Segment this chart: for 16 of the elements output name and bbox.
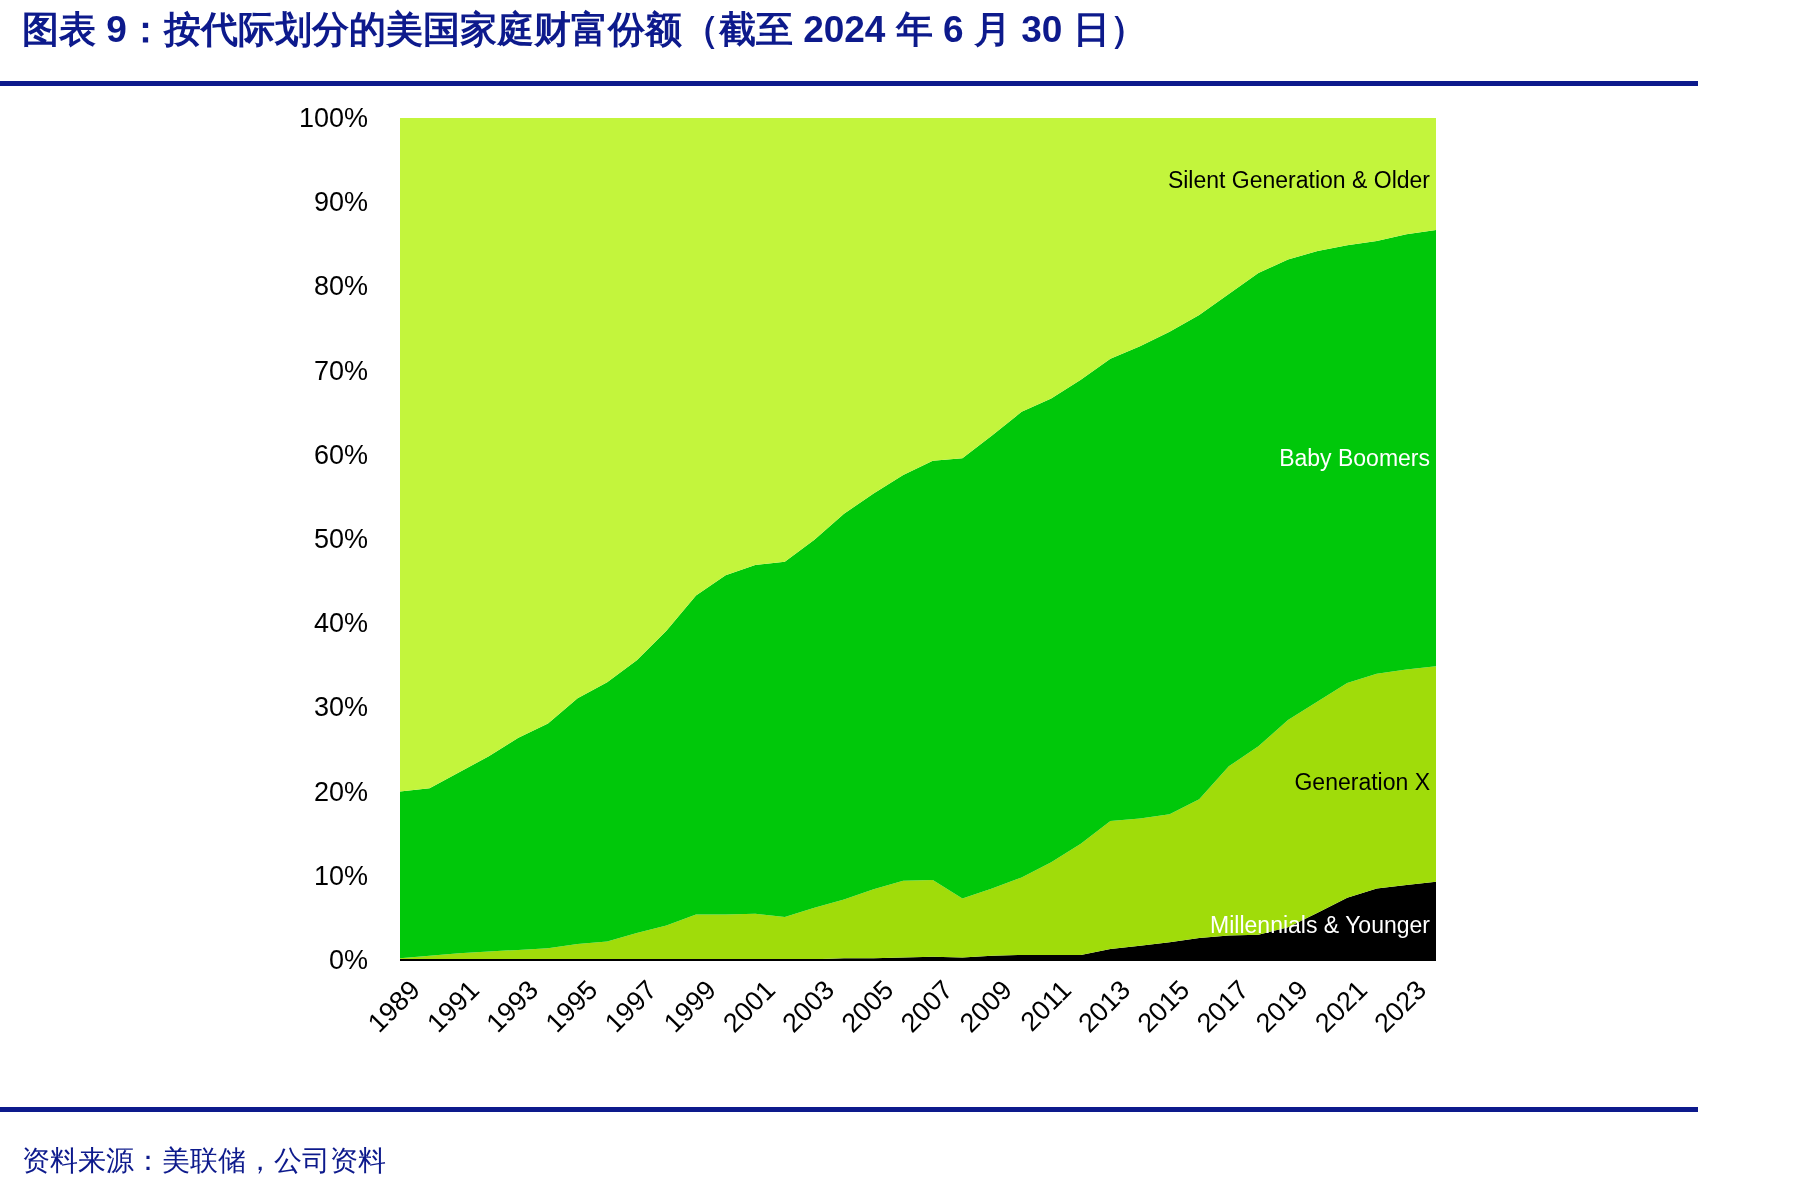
y-tick-label: 70%	[313, 355, 368, 386]
chart-title: 图表 9：按代际划分的美国家庭财富份额（截至 2024 年 6 月 30 日）	[22, 9, 1147, 50]
y-tick-label: 90%	[313, 187, 368, 218]
series-label: Silent Generation & Older	[1167, 167, 1431, 194]
y-tick-label: 100%	[298, 103, 368, 133]
y-tick-label: 0%	[328, 945, 368, 975]
y-tick-label: 80%	[313, 271, 368, 302]
y-tick-label: 60%	[313, 439, 368, 470]
text: 资料来源：美联储，公司资料	[22, 1145, 386, 1176]
y-tick-label: 30%	[313, 692, 368, 723]
series-label: Baby Boomers	[1279, 445, 1430, 472]
y-tick-label: 20%	[313, 776, 368, 807]
y-tick-label: 40%	[313, 608, 368, 639]
series-label: Generation X	[1294, 769, 1430, 796]
y-tick-label: 50%	[313, 524, 368, 554]
y-tick-label: 10%	[313, 860, 368, 891]
